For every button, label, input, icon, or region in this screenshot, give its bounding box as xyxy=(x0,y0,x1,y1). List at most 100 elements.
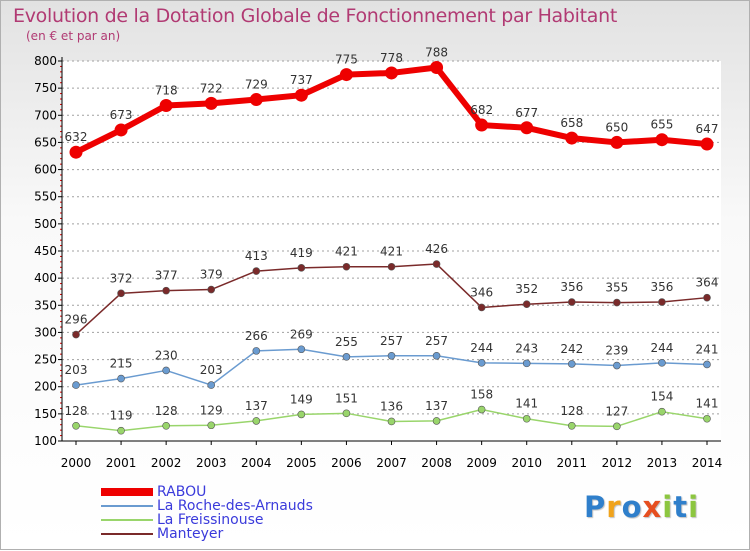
y-tick-label: 750 xyxy=(34,81,57,95)
data-label: 257 xyxy=(380,334,403,348)
data-label: 729 xyxy=(245,78,268,92)
y-tick-label: 450 xyxy=(34,244,57,258)
data-point xyxy=(249,93,263,107)
data-label: 141 xyxy=(696,397,719,411)
legend-swatch xyxy=(101,488,153,496)
data-point xyxy=(658,359,666,367)
y-tick-label: 600 xyxy=(34,163,57,177)
data-label: 239 xyxy=(605,344,628,358)
data-label: 128 xyxy=(155,404,178,418)
x-tick-label: 2003 xyxy=(196,456,227,470)
data-label: 673 xyxy=(110,108,133,122)
legend-swatch xyxy=(101,533,153,535)
legend-swatch xyxy=(101,505,153,507)
data-label: 421 xyxy=(380,245,403,259)
data-label: 203 xyxy=(200,363,223,377)
legend-swatch xyxy=(101,519,153,521)
data-point xyxy=(565,131,579,145)
x-tick-label: 2013 xyxy=(647,456,678,470)
data-point xyxy=(567,421,576,430)
data-label: 255 xyxy=(335,335,358,349)
data-label: 203 xyxy=(65,363,88,377)
data-label: 775 xyxy=(335,53,358,67)
y-tick-label: 500 xyxy=(34,217,57,231)
data-label: 241 xyxy=(696,342,719,356)
data-label: 257 xyxy=(425,334,448,348)
data-label: 647 xyxy=(696,122,719,136)
data-point xyxy=(204,96,218,110)
x-tick-label: 2014 xyxy=(692,456,723,470)
data-point xyxy=(567,298,576,306)
x-tick-label: 2004 xyxy=(241,456,272,470)
data-label: 128 xyxy=(560,404,583,418)
data-point xyxy=(432,417,441,425)
data-point xyxy=(207,421,216,430)
data-point xyxy=(430,61,444,75)
y-tick-label: 400 xyxy=(34,271,57,285)
data-point xyxy=(162,366,170,375)
data-point xyxy=(613,422,621,431)
data-label: 346 xyxy=(470,285,493,299)
data-label: 658 xyxy=(560,116,583,130)
data-point xyxy=(72,421,80,430)
data-label: 426 xyxy=(425,242,448,256)
logo-letter: i xyxy=(688,490,700,524)
logo-letter: o xyxy=(621,490,643,524)
data-label: 655 xyxy=(650,118,673,132)
data-point xyxy=(162,421,170,430)
data-label: 737 xyxy=(290,73,313,87)
logo-letter: x xyxy=(642,490,663,524)
legend-label: Manteyer xyxy=(157,526,224,542)
data-point xyxy=(432,260,441,268)
data-point xyxy=(655,133,669,147)
data-point xyxy=(252,417,261,425)
data-label: 129 xyxy=(200,403,223,417)
data-point xyxy=(658,298,666,306)
data-label: 244 xyxy=(650,341,673,355)
data-point xyxy=(339,68,353,82)
data-point xyxy=(658,407,666,416)
data-label: 244 xyxy=(470,341,493,355)
x-tick-label: 2000 xyxy=(61,456,92,470)
y-tick-label: 350 xyxy=(34,298,57,312)
data-point xyxy=(703,360,711,369)
data-point xyxy=(613,298,621,307)
data-label: 230 xyxy=(155,348,178,362)
data-point xyxy=(72,330,80,339)
data-point xyxy=(342,409,351,418)
data-label: 137 xyxy=(425,399,448,413)
x-tick-label: 2009 xyxy=(466,456,497,470)
data-label: 677 xyxy=(515,106,538,120)
logo-letter: t xyxy=(673,490,689,524)
data-label: 269 xyxy=(290,327,313,341)
data-point xyxy=(294,88,308,102)
data-point xyxy=(475,118,489,132)
data-label: 149 xyxy=(290,392,313,406)
data-point xyxy=(703,293,711,302)
data-point xyxy=(159,99,173,113)
data-point xyxy=(114,123,128,137)
data-label: 722 xyxy=(200,81,223,95)
data-point xyxy=(297,410,306,419)
logo-letter: r xyxy=(606,490,622,524)
x-tick-label: 2012 xyxy=(602,456,633,470)
chart-title: Evolution de la Dotation Globale de Fonc… xyxy=(13,5,618,27)
data-label: 243 xyxy=(515,341,538,355)
y-tick-label: 550 xyxy=(34,190,57,204)
x-tick-label: 2002 xyxy=(151,456,182,470)
data-point xyxy=(477,303,486,312)
x-tick-label: 2008 xyxy=(421,456,452,470)
data-label: 413 xyxy=(245,249,268,263)
data-point xyxy=(703,414,711,423)
data-label: 119 xyxy=(110,409,133,423)
data-label: 419 xyxy=(290,246,313,260)
data-point xyxy=(477,405,486,414)
legend-label: La Freissinouse xyxy=(157,512,264,528)
data-point xyxy=(700,137,714,151)
data-point xyxy=(387,351,396,360)
data-point xyxy=(385,66,398,80)
data-label: 718 xyxy=(155,84,178,98)
data-point xyxy=(610,135,624,149)
data-point xyxy=(297,345,306,354)
